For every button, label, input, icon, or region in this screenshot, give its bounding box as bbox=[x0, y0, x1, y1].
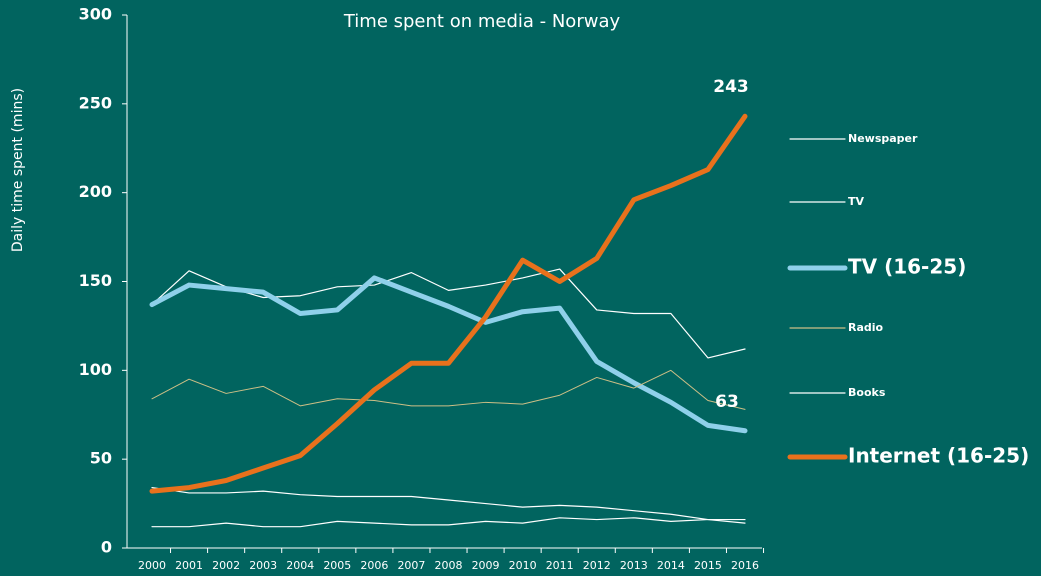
x-tick-label: 2012 bbox=[583, 559, 611, 572]
y-tick-label: 0 bbox=[101, 538, 112, 557]
x-tick-label: 2003 bbox=[249, 559, 277, 572]
y-tick-label: 200 bbox=[79, 182, 112, 201]
x-tick-label: 2007 bbox=[397, 559, 425, 572]
x-tick-label: 2013 bbox=[620, 559, 648, 572]
series-line bbox=[151, 268, 746, 359]
legend-label: Books bbox=[848, 386, 886, 399]
x-tick-label: 2009 bbox=[472, 559, 500, 572]
x-tick-label: 2008 bbox=[435, 559, 463, 572]
x-tick-label: 2014 bbox=[657, 559, 685, 572]
series-line bbox=[151, 517, 746, 528]
annotation: 243 bbox=[713, 77, 749, 97]
x-tick-label: 2015 bbox=[694, 559, 722, 572]
y-tick-label: 150 bbox=[79, 271, 112, 290]
series-line bbox=[151, 486, 746, 524]
legend-label: Radio bbox=[848, 321, 884, 334]
annotation: 63 bbox=[715, 392, 739, 412]
x-tick-label: 2016 bbox=[731, 559, 759, 572]
y-tick-label: 50 bbox=[90, 449, 112, 468]
x-tick-label: 2001 bbox=[175, 559, 203, 572]
series-line bbox=[151, 369, 746, 410]
legend-label: Internet (16-25) bbox=[848, 444, 1029, 468]
x-tick-label: 2000 bbox=[138, 559, 166, 572]
y-tick-label: 100 bbox=[79, 360, 112, 379]
legend-label: TV bbox=[848, 195, 865, 208]
chart-title: Time spent on media - Norway bbox=[343, 11, 621, 32]
x-tick-label: 2005 bbox=[323, 559, 351, 572]
x-tick-label: 2004 bbox=[286, 559, 314, 572]
series-line bbox=[149, 275, 748, 434]
x-tick-label: 2006 bbox=[360, 559, 388, 572]
y-axis-label: Daily time spent (mins) bbox=[10, 88, 26, 252]
x-tick-label: 2002 bbox=[212, 559, 240, 572]
y-tick-label: 250 bbox=[79, 93, 112, 112]
x-tick-label: 2011 bbox=[546, 559, 574, 572]
x-tick-label: 2010 bbox=[509, 559, 537, 572]
legend-label: Newspaper bbox=[848, 132, 918, 145]
legend-label: TV (16-25) bbox=[848, 255, 966, 279]
y-tick-label: 300 bbox=[79, 5, 112, 24]
series-line bbox=[149, 113, 748, 494]
